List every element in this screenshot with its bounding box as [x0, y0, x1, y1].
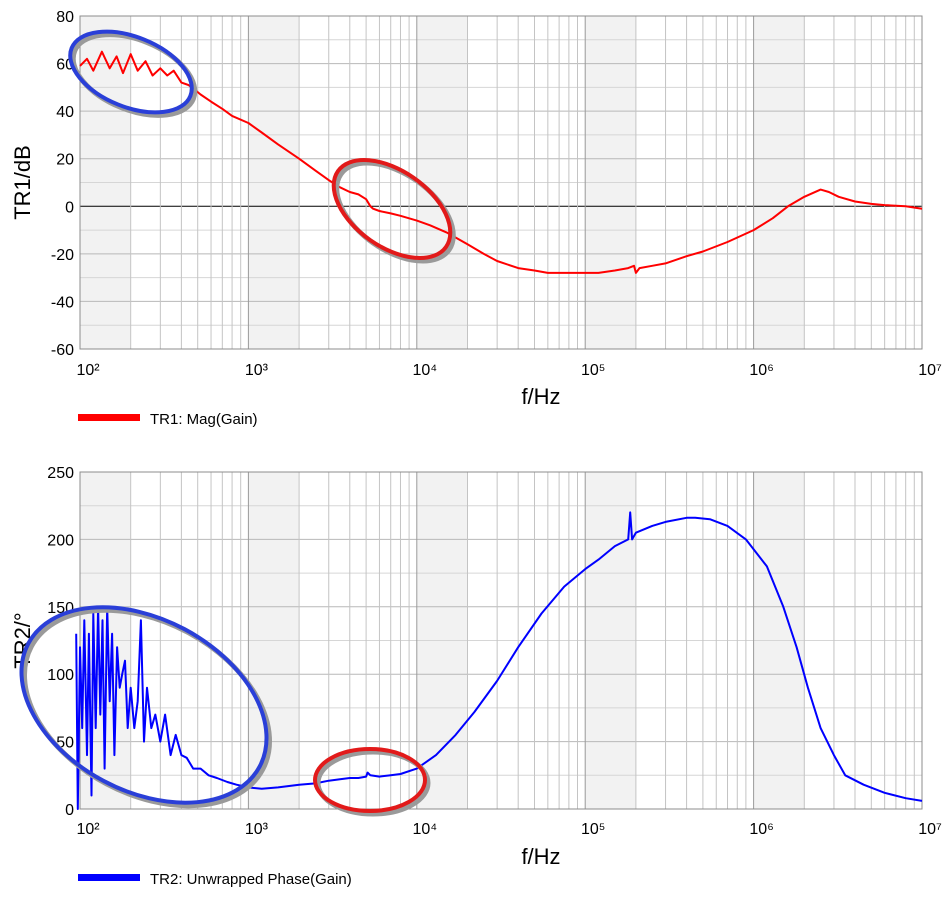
- x-tick-label: 10⁴: [412, 821, 437, 838]
- y-tick-label: 0: [65, 802, 74, 819]
- legend-label: TR1: Mag(Gain): [150, 411, 258, 428]
- annotation-ellipse: [313, 747, 427, 813]
- x-tick-label: 10⁴: [412, 362, 437, 379]
- y-tick-label: 200: [47, 532, 74, 549]
- x-tick-label: 10⁵: [581, 362, 605, 379]
- legend-label: TR2: Unwrapped Phase(Gain): [150, 871, 352, 888]
- y-tick-label: 80: [56, 9, 74, 26]
- x-tick-label: 10³: [245, 821, 269, 838]
- y-tick-label: -20: [51, 247, 74, 264]
- x-tick-label: 10²: [76, 821, 100, 838]
- y-tick-label: 20: [56, 152, 74, 169]
- annotation-ellipse-shadow: [315, 749, 431, 817]
- series-line: [75, 511, 923, 810]
- annotation-ellipse: [331, 157, 453, 261]
- plot-frame: [79, 15, 923, 350]
- annotation-ellipse: [68, 29, 194, 115]
- x-tick-label: 10⁷: [918, 362, 942, 379]
- y-tick-label: -60: [51, 342, 74, 359]
- x-tick-label: 10²: [76, 362, 100, 379]
- plot-frame: [79, 471, 923, 810]
- x-tick-label: 10⁵: [581, 821, 605, 838]
- y-tick-label: 40: [56, 104, 74, 121]
- y-tick-label: 100: [47, 667, 74, 684]
- x-axis-label: f/Hz: [521, 844, 560, 869]
- x-tick-label: 10⁶: [749, 821, 773, 838]
- legend-swatch: [78, 414, 140, 421]
- legend-swatch: [78, 874, 140, 881]
- y-axis-label: TR1/dB: [10, 145, 35, 220]
- x-tick-label: 10³: [245, 362, 269, 379]
- x-tick-label: 10⁶: [749, 362, 773, 379]
- x-tick-label: 10⁷: [918, 821, 942, 838]
- series-line: [79, 50, 923, 274]
- x-axis-label: f/Hz: [521, 384, 560, 409]
- annotation-ellipse: [19, 605, 269, 805]
- y-tick-label: 0: [65, 199, 74, 216]
- y-tick-label: 250: [47, 465, 74, 482]
- y-tick-label: -40: [51, 294, 74, 311]
